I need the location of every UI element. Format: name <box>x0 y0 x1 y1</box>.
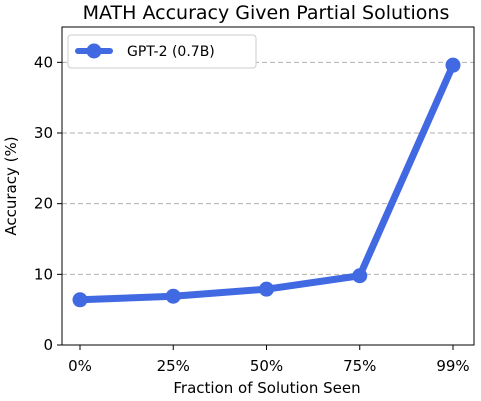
plot-frame <box>61 26 475 346</box>
x-tick-label: 50% <box>250 357 283 375</box>
series-line <box>76 61 457 304</box>
data-point <box>165 288 181 304</box>
y-axis-ticks: 0 10 20 30 40 <box>34 53 62 354</box>
data-point <box>259 281 274 297</box>
legend: GPT-2 (0.7B) <box>67 34 257 69</box>
x-tick-label: 25% <box>157 357 190 375</box>
legend-label: GPT-2 (0.7B) <box>127 44 215 60</box>
legend-box <box>67 34 257 69</box>
x-axis-ticks: 0% 25% 50% 75% 99% <box>68 345 470 375</box>
data-point <box>445 57 461 73</box>
legend-marker-swatch <box>86 43 102 59</box>
y-tick-label: 0 <box>43 336 53 354</box>
grid <box>62 61 474 275</box>
x-axis-label: Fraction of Solution Seen <box>173 379 360 397</box>
chart-title: MATH Accuracy Given Partial Solutions <box>83 2 450 24</box>
series-layer <box>72 57 461 308</box>
y-axis-label: Accuracy (%) <box>2 136 20 235</box>
data-point <box>72 292 88 308</box>
x-tick-label: 99% <box>436 357 469 375</box>
y-tick-label: 40 <box>34 53 53 71</box>
x-tick-label: 0% <box>68 357 92 375</box>
y-tick-label: 30 <box>34 124 53 142</box>
y-tick-label: 10 <box>34 265 53 283</box>
y-tick-label: 20 <box>34 195 53 213</box>
data-point <box>352 268 368 284</box>
x-tick-label: 75% <box>343 357 376 375</box>
